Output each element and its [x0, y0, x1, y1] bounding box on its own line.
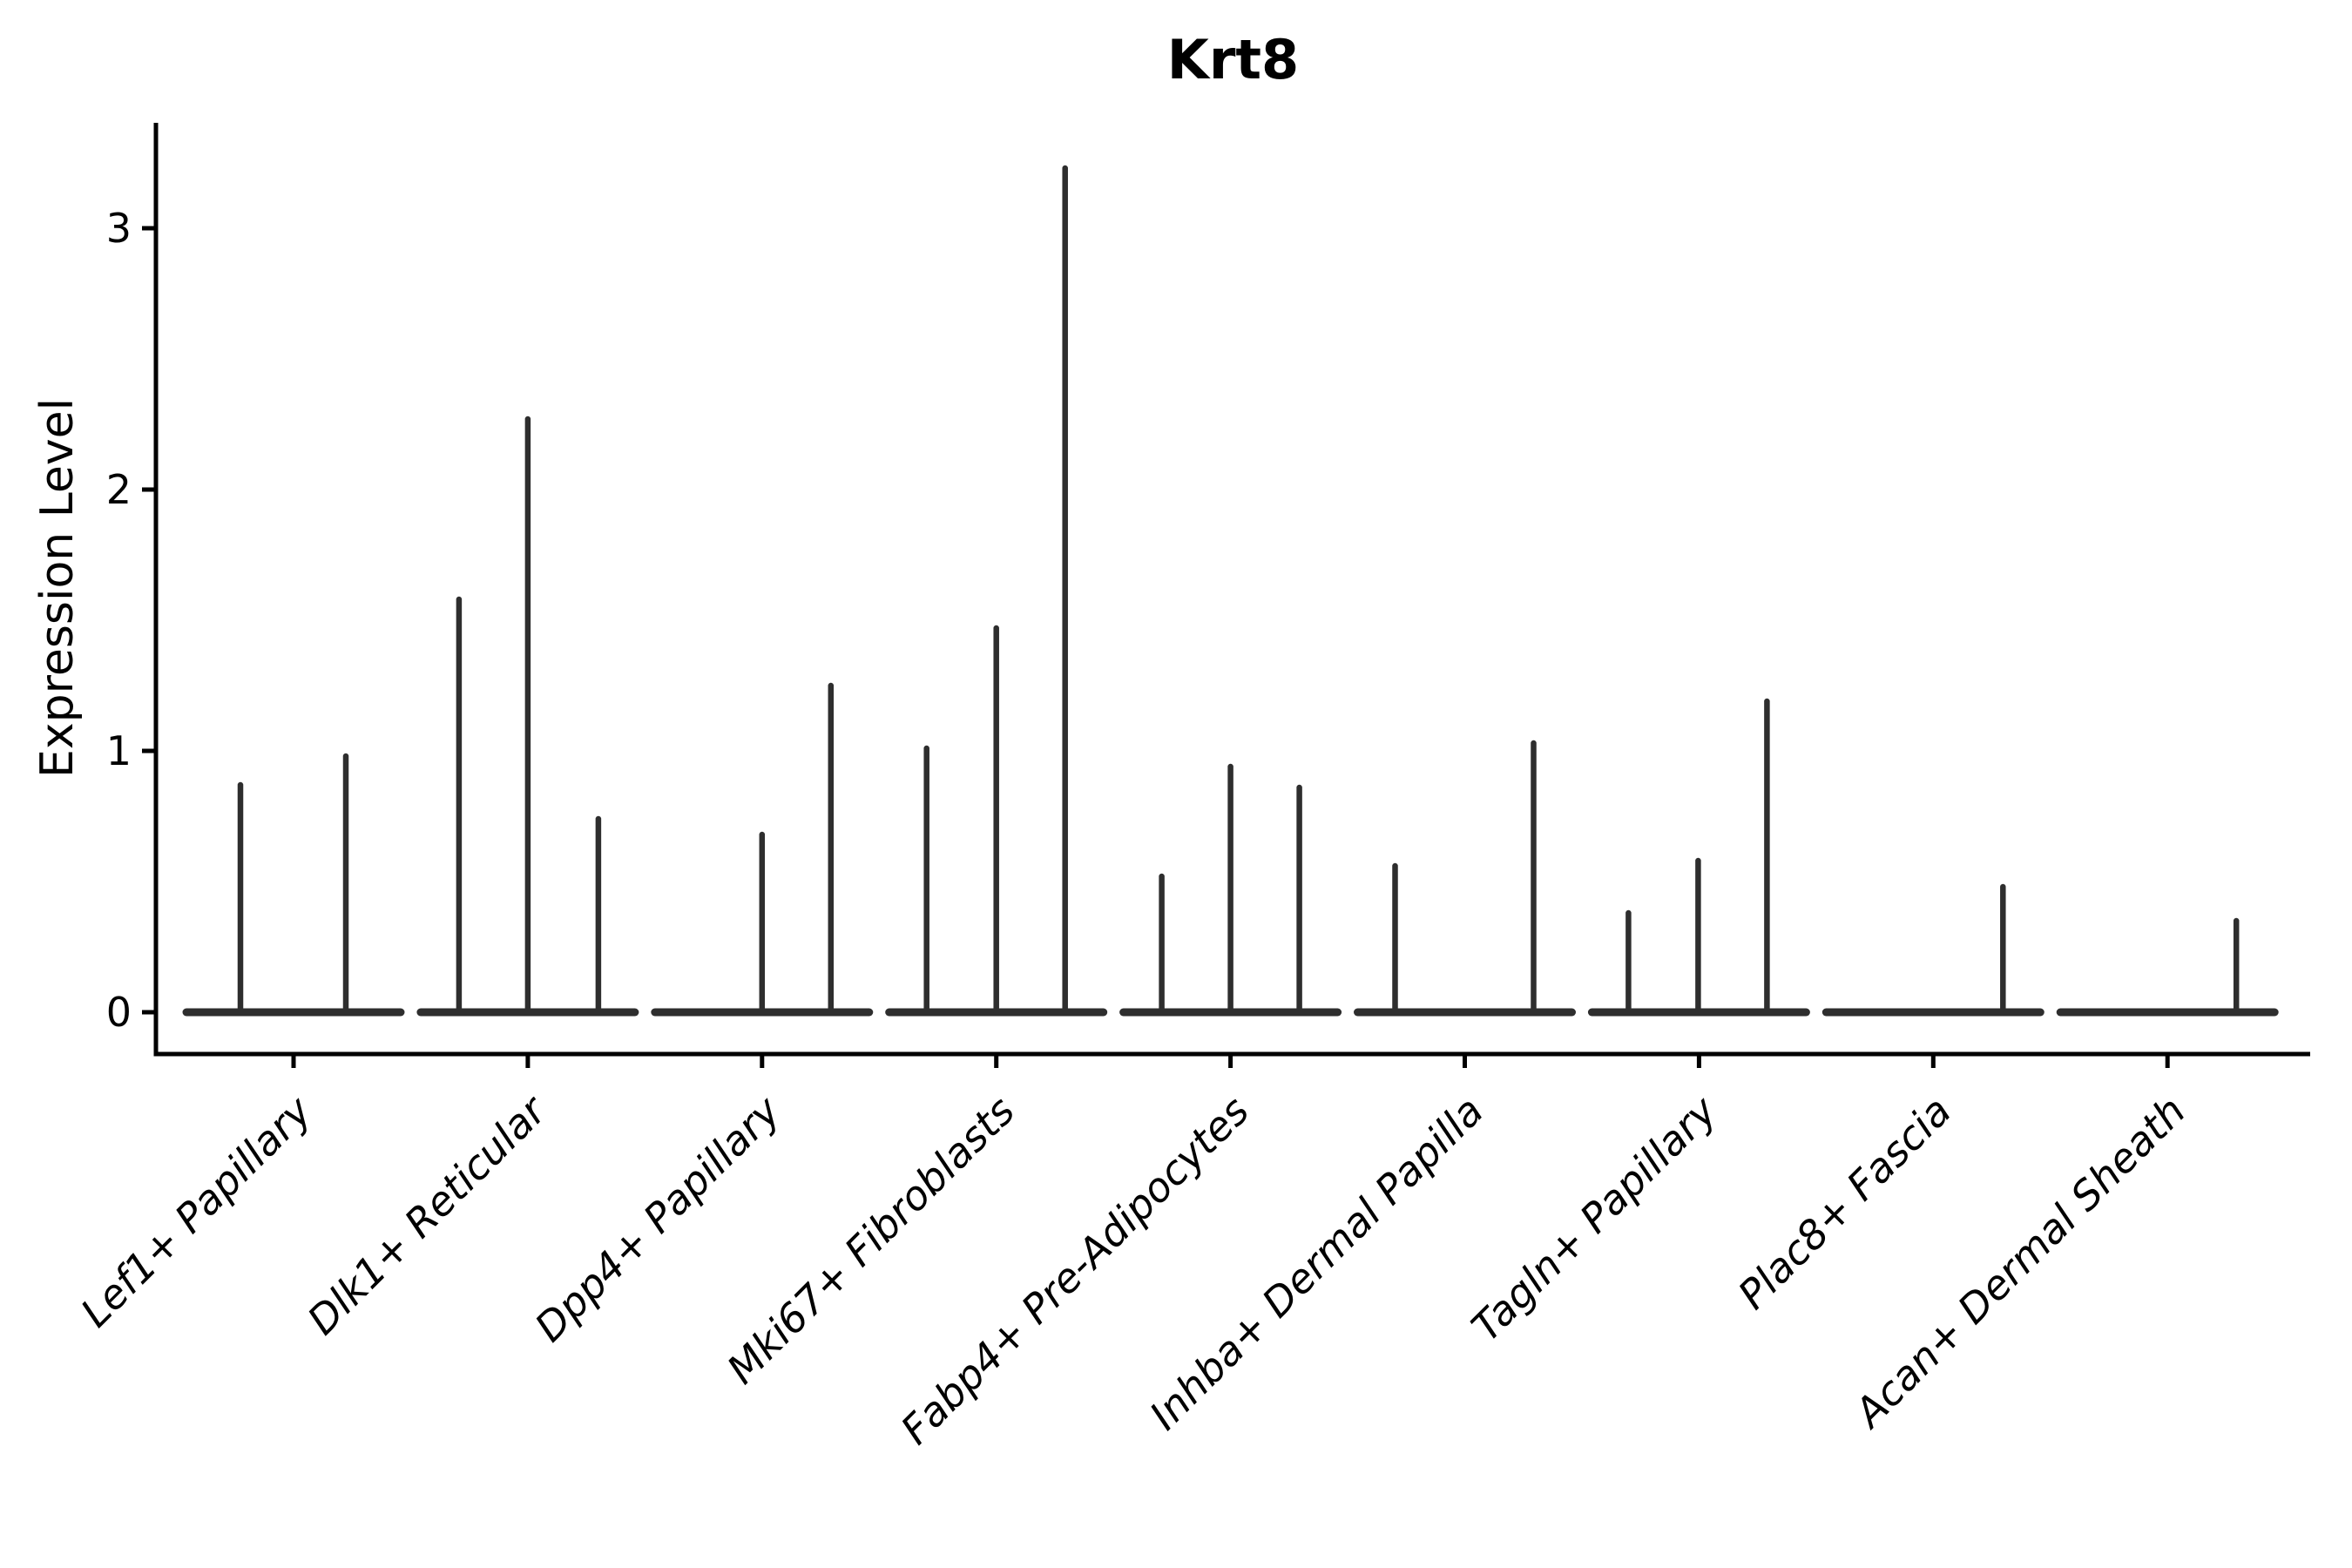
chart-title: Krt8 [1166, 28, 1300, 91]
y-tick-label: 0 [105, 989, 132, 1036]
y-tick-label: 2 [105, 466, 132, 513]
y-axis-label: Expression Level [31, 397, 84, 779]
y-tick-label: 1 [105, 727, 132, 774]
y-tick-label: 3 [105, 205, 132, 252]
